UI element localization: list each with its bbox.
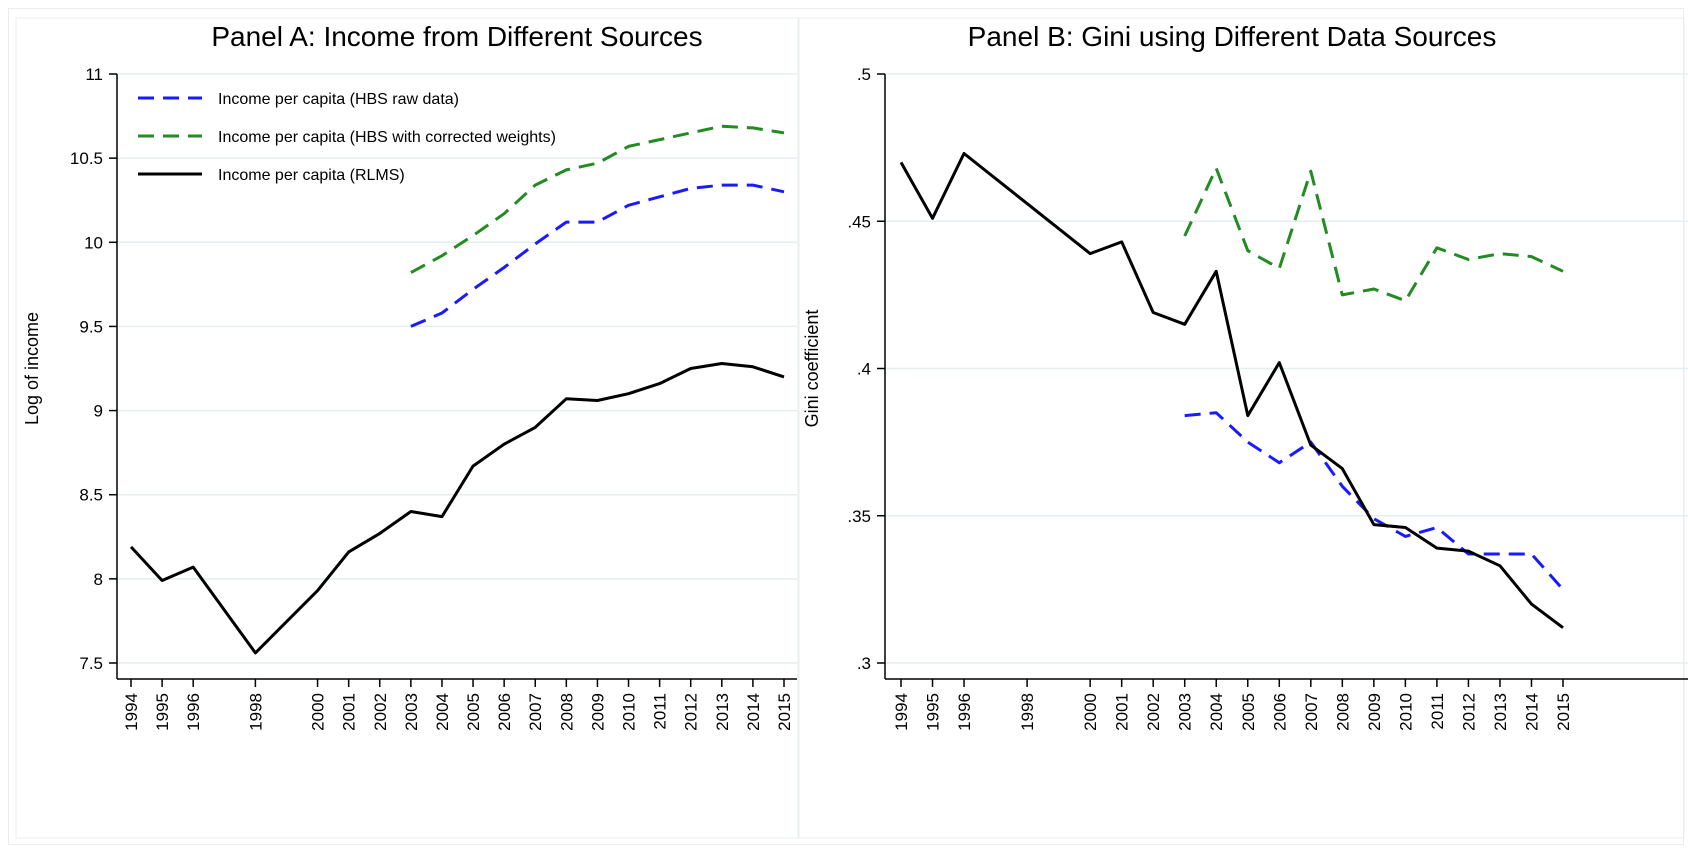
panel-b-chart: .3 .35 .4 .45 .5 1994 1995 1996 1998 2000 2001 2002… [798, 17, 1688, 839]
panel-a-x-tick-label: 1996 [184, 693, 203, 731]
panel-b-y-tick-label: .3 [857, 654, 871, 673]
panel-a-x-tick-label: 2014 [744, 693, 763, 731]
panel-a-chart: 7.5 8 8.5 9 9.5 10 10.5 11 1994 1995 1996 1998 2000 2… [15, 17, 799, 839]
panel-b-x-tick-label: 2000 [1081, 693, 1100, 731]
panel-b-x-tick-label: 2015 [1554, 693, 1573, 731]
panel-a-x-tick-label: 2001 [340, 693, 359, 731]
panel-a-series-line-2 [129, 362, 785, 655]
panel-a-x-tick-label: 1998 [246, 693, 265, 731]
panel-a-x-tick-label: 2011 [651, 693, 670, 730]
panel-a-series-line-0 [410, 183, 785, 328]
panel-b-x-tick-label: 2012 [1459, 693, 1478, 731]
panel-b-x-tick-label: 1994 [892, 693, 911, 731]
panel-a-legend-label: Income per capita (HBS raw data) [218, 91, 459, 108]
panel-b-x-tick-label: 2009 [1365, 693, 1384, 731]
panel-b-x-tick-label: 2007 [1302, 693, 1321, 731]
panel-a-y-tick-label: 8.5 [79, 486, 103, 505]
panel-b-panel-frame [798, 17, 1685, 839]
panel-b-series-line-1 [1184, 411, 1565, 591]
panel-b-x-tick-label: 2013 [1491, 693, 1510, 731]
panel-b-x-tick-label: 2002 [1144, 693, 1163, 731]
panel-a-y-tick-label: 10 [84, 233, 103, 252]
panel-a-x-tick-label: 2013 [713, 693, 732, 731]
panel-b-y-tick-label: .45 [847, 212, 871, 231]
panel-a-x-tick-label: 2009 [588, 693, 607, 731]
panel-a-x-tick-label: 2007 [526, 693, 545, 731]
panel-a-x-tick-label: 2003 [402, 693, 421, 731]
panel-b-y-tick-label: .5 [857, 65, 871, 84]
panel-b-x-tick-label: 1995 [924, 693, 943, 731]
panel-a-panel-frame [15, 17, 799, 839]
panel-a-x-tick-label: 2002 [371, 693, 390, 731]
panel-b-y-tick-label: .4 [857, 360, 871, 379]
panel-a-x-tick-label: 2008 [557, 693, 576, 731]
panel-b-y-tick-label: .35 [847, 507, 871, 526]
panel-a-y-tick-label: 11 [85, 65, 103, 84]
panel-a-y-tick-label: 7.5 [79, 654, 103, 673]
panel-b-series-line-2 [899, 152, 1564, 629]
panel-a-y-tick-label: 9.5 [79, 317, 103, 336]
panel-a-x-tick-label: 2015 [775, 693, 794, 731]
panel-a-x-tick-label: 1994 [122, 693, 141, 731]
panel-b-series-line-0 [1183, 166, 1564, 303]
panel-b-x-tick-label: 2003 [1176, 693, 1195, 731]
panel-b-x-tick-label: 2004 [1207, 693, 1226, 731]
panel-b-x-tick-label: 1998 [1018, 693, 1037, 731]
panel-b-x-tick-label: 2008 [1333, 693, 1352, 731]
panel-b-x-tick-label: 1996 [955, 693, 974, 731]
panel-b-x-tick-label: 2010 [1396, 693, 1415, 731]
panel-a-x-tick-label: 2010 [620, 693, 639, 731]
panel-a-x-tick-label: 2004 [433, 693, 452, 731]
panel-b-title: Panel B: Gini using Different Data Sourc… [968, 21, 1497, 52]
panel-a-x-tick-label: 2012 [682, 693, 701, 731]
panel-a-x-tick-label: 2006 [495, 693, 514, 731]
panel-a-x-tick-label: 2005 [464, 693, 483, 731]
panel-b-y-axis-label: Gini coefficient [802, 310, 822, 428]
panel-a-y-tick-label: 9 [94, 402, 103, 421]
panel-b-x-tick-label: 2014 [1522, 693, 1541, 731]
panel-a-y-axis-label: Log of income [22, 312, 42, 425]
panel-a-x-tick-label: 1995 [153, 693, 172, 731]
panel-a-y-tick-label: 10.5 [70, 149, 103, 168]
panel-a-title: Panel A: Income from Different Sources [211, 21, 702, 52]
panel-a-series-line-1 [410, 124, 785, 274]
panel-b-x-tick-label: 2001 [1113, 693, 1132, 731]
panel-b-x-tick-label: 2011 [1428, 693, 1447, 730]
panel-a-y-tick-label: 8 [94, 570, 103, 589]
panel-a-x-tick-label: 2000 [309, 693, 328, 731]
panel-b-x-tick-label: 2005 [1239, 693, 1258, 731]
panel-b-x-tick-label: 2006 [1270, 693, 1289, 731]
panel-a-legend-label: Income per capita (RLMS) [218, 167, 405, 184]
panel-a-legend-label: Income per capita (HBS with corrected we… [218, 129, 556, 146]
